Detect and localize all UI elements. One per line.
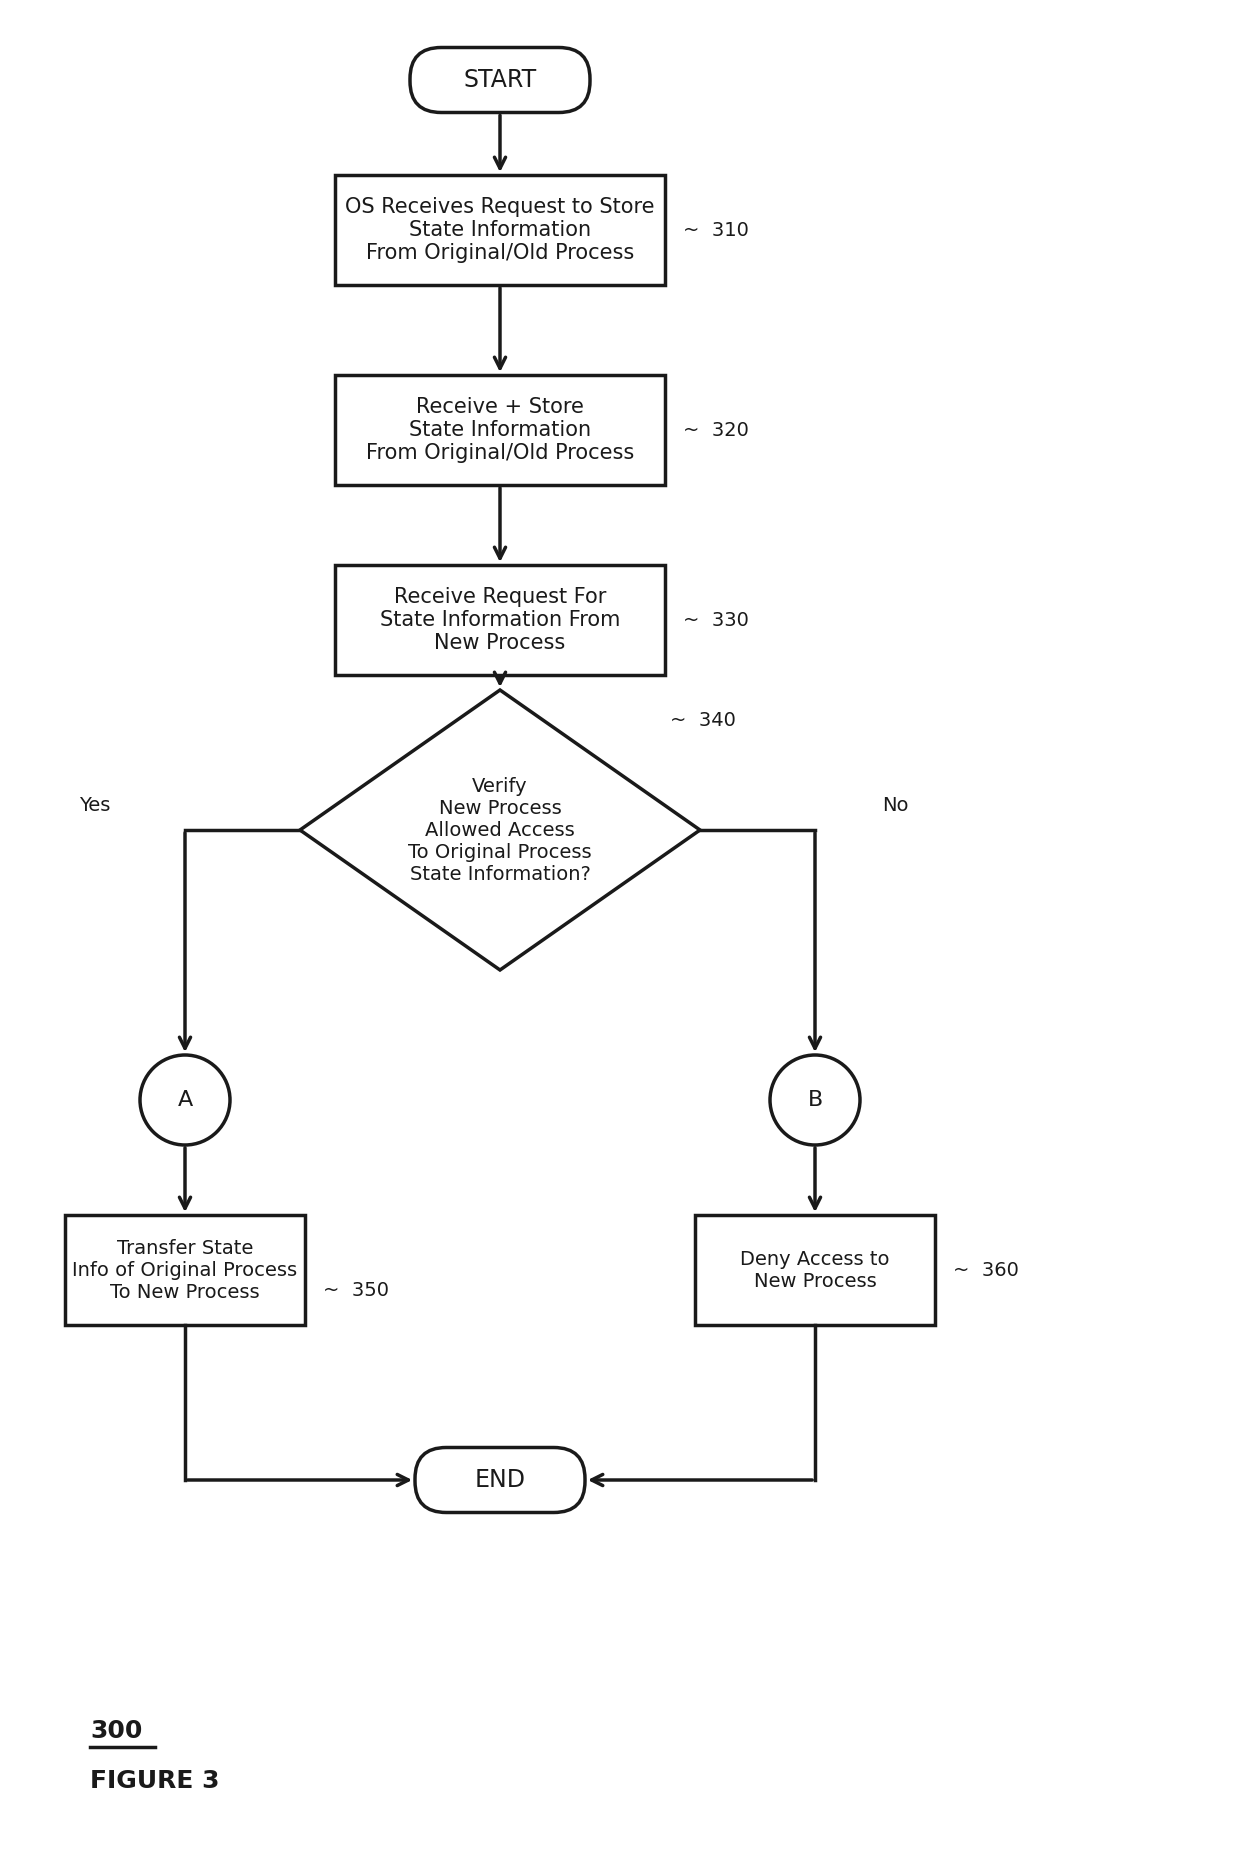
Bar [335,564,665,675]
Text: ~  340: ~ 340 [670,710,735,729]
Text: ~  330: ~ 330 [683,611,749,630]
Text: Receive + Store
State Information
From Original/Old Process: Receive + Store State Information From O… [366,396,634,464]
Bar [694,1215,935,1325]
Text: FIGURE 3: FIGURE 3 [91,1768,219,1792]
Text: Verify
New Process
Allowed Access
To Original Process
State Information?: Verify New Process Allowed Access To Ori… [408,776,591,884]
FancyBboxPatch shape [410,47,590,112]
Bar [64,1215,305,1325]
Circle shape [770,1054,861,1146]
Polygon shape [300,690,701,970]
Text: Deny Access to
New Process: Deny Access to New Process [740,1250,890,1290]
Text: No: No [882,796,908,815]
Text: Yes: Yes [79,796,110,815]
Bar [335,176,665,284]
FancyBboxPatch shape [415,1447,585,1512]
Text: ~  310: ~ 310 [683,221,749,239]
Text: START: START [464,67,537,92]
Text: OS Receives Request to Store
State Information
From Original/Old Process: OS Receives Request to Store State Infor… [345,196,655,264]
Text: Transfer State
Info of Original Process
To New Process: Transfer State Info of Original Process … [72,1239,298,1301]
Circle shape [140,1054,229,1146]
Text: ~  320: ~ 320 [683,421,749,439]
Text: B: B [807,1090,822,1110]
Text: ~  350: ~ 350 [322,1280,389,1299]
Text: END: END [475,1467,526,1491]
Text: 300: 300 [91,1719,143,1744]
Text: ~  360: ~ 360 [954,1260,1019,1280]
Text: A: A [177,1090,192,1110]
Bar [335,376,665,484]
Text: Receive Request For
State Information From
New Process: Receive Request For State Information Fr… [379,587,620,652]
